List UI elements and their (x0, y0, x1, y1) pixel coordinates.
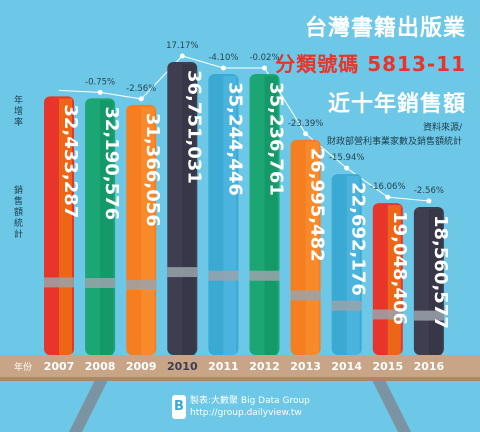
bar-band (85, 278, 116, 289)
bar-band (208, 270, 239, 281)
bar-highlight (223, 75, 237, 356)
bar-highlight (182, 63, 196, 356)
bar-highlight (264, 76, 278, 355)
growth-rate-label: -16.06% (370, 182, 405, 192)
x-axis-label: 年份 (14, 361, 32, 373)
growth-rate-label: -4.10% (208, 53, 238, 63)
bar-2014 (331, 174, 362, 355)
bar-value-label: 32,433,287 (60, 104, 81, 218)
credit-block: 製表:大數聚 Big Data Group http://group.daily… (190, 395, 310, 419)
table-leg-right (372, 380, 411, 432)
bar-body (44, 96, 74, 355)
growth-rate-label: -0.02% (249, 53, 279, 63)
bar-2012 (249, 74, 280, 355)
growth-point (262, 65, 267, 71)
bar-2011 (208, 73, 239, 356)
credit-url[interactable]: http://group.dailyview.tw (190, 408, 302, 418)
bar-value-label: 35,244,446 (224, 82, 245, 196)
bar-2008 (85, 98, 116, 356)
growth-trend-line (58, 55, 429, 202)
growth-rate-axis-label: 年增率 (14, 96, 24, 128)
bar-2009 (126, 104, 157, 355)
bar-value-label: 32,190,576 (101, 106, 122, 220)
page-title: 台灣書籍出版業 (304, 16, 466, 41)
growth-point (179, 53, 185, 59)
bar-highlight (141, 106, 155, 355)
bar-band (290, 290, 321, 301)
bar-value-label: 22,692,176 (348, 182, 369, 296)
bar-2016 (413, 207, 444, 355)
x-tick-label: 2013 (290, 360, 321, 373)
bar-value-label: 18,560,577 (430, 215, 451, 329)
bar-2010 (167, 61, 198, 356)
growth-point (303, 131, 309, 137)
bar-body (85, 98, 116, 356)
bar-value-label: 35,236,761 (266, 82, 287, 196)
x-tick-label: 2009 (126, 360, 157, 373)
growth-rate-label: -2.56% (126, 84, 156, 94)
x-tick-label: 2016 (414, 360, 445, 373)
x-tick-label: 2010 (167, 360, 198, 373)
table-base (0, 355, 480, 432)
bar-2015 (372, 203, 403, 355)
bar-body (290, 139, 321, 355)
table-leg-left (69, 380, 108, 432)
growth-point (138, 96, 144, 102)
growth-point (385, 194, 391, 200)
bar-highlight (100, 100, 114, 356)
bar-value-label: 26,995,482 (307, 148, 328, 262)
classification-code: 分類號碼 5813-11 (275, 52, 466, 76)
bar-band (126, 279, 157, 290)
growth-rate-label: -2.56% (414, 186, 444, 196)
growth-point (426, 198, 432, 204)
bar-value-label: 31,366,056 (142, 113, 163, 227)
x-tick-label: 2011 (208, 360, 239, 373)
bar-highlight (59, 98, 72, 355)
growth-line (58, 53, 432, 204)
bar-body (167, 61, 198, 356)
x-tick-label: 2008 (85, 360, 116, 373)
bar-band (44, 277, 74, 288)
x-tick-label: 2007 (44, 360, 75, 373)
growth-rate-label: -23.39% (288, 119, 323, 129)
source-label: 資料來源/ (422, 123, 462, 133)
brand-logo-icon: B (172, 395, 186, 419)
bar-band (167, 267, 198, 278)
x-tick-label: 2014 (331, 360, 362, 373)
growth-point (97, 89, 103, 95)
growth-rate-label: 17.17% (166, 41, 198, 51)
bar-value-label: 19,048,406 (389, 211, 410, 325)
bar-band (249, 270, 280, 281)
bar-value-label: 36,751,031 (183, 70, 204, 184)
bar-2007 (44, 96, 74, 355)
table-edge (0, 377, 480, 381)
growth-point (344, 165, 350, 171)
x-tick-label: 2015 (372, 360, 403, 373)
bar-body (208, 73, 239, 356)
bar-highlight (305, 141, 319, 355)
labels: 32,433,287 2007 32,190,576 2008 31,366,056 20… (14, 41, 451, 373)
bar-band (331, 300, 362, 311)
x-tick-label: 2012 (249, 360, 280, 373)
bar-body (126, 104, 157, 355)
source-text: 財政部營利事業家數及銷售額統計 (326, 137, 462, 147)
sales-axis-label: 銷售額統計 (14, 186, 24, 240)
bars (44, 61, 444, 356)
bar-band (413, 310, 444, 321)
growth-point (220, 65, 226, 71)
credit-maker: 製表:大數聚 Big Data Group (190, 396, 310, 406)
page-subtitle: 近十年銷售額 (327, 92, 466, 117)
bar-body (249, 74, 280, 355)
growth-rate-label: -15.94% (329, 153, 364, 163)
bar-2013 (290, 139, 321, 355)
growth-rate-label: -0.75% (85, 77, 115, 87)
table-top (0, 355, 480, 377)
bar-band (372, 309, 403, 320)
